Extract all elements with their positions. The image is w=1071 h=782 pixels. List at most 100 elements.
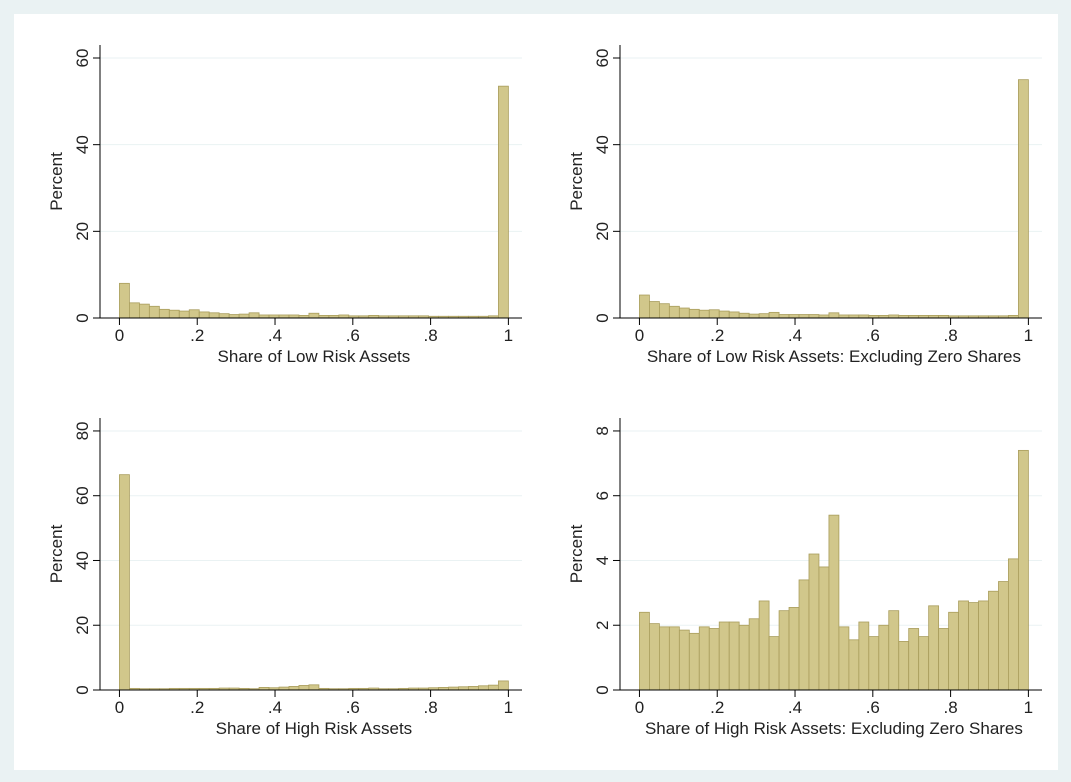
x-tick-label: 1 bbox=[1024, 326, 1033, 345]
bar bbox=[858, 621, 870, 691]
x-tick-label: .2 bbox=[190, 698, 204, 717]
y-tick-label: 40 bbox=[73, 135, 92, 154]
bar bbox=[768, 311, 780, 319]
bar bbox=[178, 310, 190, 319]
bar bbox=[968, 602, 979, 691]
x-tick-label: .6 bbox=[346, 326, 360, 345]
bar bbox=[698, 309, 710, 319]
bar bbox=[649, 301, 660, 319]
y-tick-label: 60 bbox=[593, 49, 612, 68]
bar bbox=[138, 303, 150, 319]
y-tick-label: 0 bbox=[593, 685, 612, 694]
y-tick-label: 0 bbox=[593, 313, 612, 322]
bar bbox=[168, 309, 180, 319]
bar bbox=[798, 314, 810, 319]
x-tick-label: 0 bbox=[635, 698, 644, 717]
bar bbox=[658, 303, 670, 319]
bar bbox=[658, 626, 670, 691]
bar bbox=[948, 611, 959, 691]
bar bbox=[718, 621, 730, 691]
bar bbox=[298, 685, 310, 691]
bar bbox=[498, 680, 509, 691]
bar bbox=[1008, 558, 1019, 691]
y-tick-label: 80 bbox=[73, 421, 92, 440]
bar bbox=[119, 282, 130, 319]
x-tick-label: 1 bbox=[504, 698, 513, 717]
bar bbox=[798, 579, 810, 691]
bar bbox=[288, 686, 300, 691]
x-tick-label: .2 bbox=[190, 326, 204, 345]
y-tick-label: 20 bbox=[593, 222, 612, 241]
bar bbox=[978, 600, 989, 691]
x-tick-label: .4 bbox=[268, 698, 282, 717]
bar bbox=[808, 553, 820, 691]
bar bbox=[818, 566, 830, 691]
bar bbox=[308, 684, 320, 691]
bar bbox=[678, 629, 690, 691]
bar bbox=[728, 311, 740, 319]
bar bbox=[848, 639, 860, 691]
x-tick-label: .2 bbox=[710, 326, 724, 345]
bar bbox=[468, 686, 479, 691]
bar bbox=[238, 313, 250, 319]
bar bbox=[708, 628, 720, 691]
bar bbox=[248, 312, 260, 319]
x-tick-label: 0 bbox=[635, 326, 644, 345]
y-axis-title: Percent bbox=[567, 152, 586, 211]
x-axis-title: Share of Low Risk Assets bbox=[218, 347, 411, 366]
y-tick-label: 20 bbox=[73, 616, 92, 635]
bar bbox=[828, 312, 840, 319]
bar bbox=[1018, 79, 1029, 319]
y-tick-label: 0 bbox=[73, 313, 92, 322]
x-axis-title: Share of Low Risk Assets: Excluding Zero… bbox=[647, 347, 1021, 366]
bar bbox=[728, 621, 740, 691]
bar bbox=[649, 623, 660, 691]
y-tick-label: 60 bbox=[73, 486, 92, 505]
bar bbox=[868, 636, 880, 691]
y-tick-label: 8 bbox=[593, 426, 612, 435]
bar bbox=[958, 600, 969, 691]
bar bbox=[998, 581, 1009, 691]
x-tick-label: .4 bbox=[788, 698, 802, 717]
bar bbox=[208, 312, 220, 319]
bar bbox=[778, 610, 790, 691]
x-tick-label: .4 bbox=[268, 326, 282, 345]
bar bbox=[838, 626, 850, 691]
bar bbox=[738, 624, 750, 691]
x-tick-label: 0 bbox=[115, 326, 124, 345]
y-axis-title: Percent bbox=[47, 524, 66, 583]
bar bbox=[488, 684, 499, 691]
x-tick-label: .8 bbox=[424, 326, 438, 345]
bar bbox=[478, 685, 489, 691]
x-axis-title: Share of High Risk Assets: Excluding Zer… bbox=[645, 719, 1023, 738]
bar bbox=[158, 308, 170, 319]
y-tick-label: 2 bbox=[593, 621, 612, 630]
bar bbox=[718, 310, 730, 319]
x-tick-label: .6 bbox=[866, 326, 880, 345]
y-axis-title: Percent bbox=[47, 152, 66, 211]
x-tick-label: .6 bbox=[346, 698, 360, 717]
bar bbox=[639, 611, 650, 691]
bar bbox=[758, 313, 770, 319]
bar bbox=[308, 312, 320, 319]
bar bbox=[988, 590, 999, 691]
x-tick-label: .8 bbox=[424, 698, 438, 717]
y-axis-title: Percent bbox=[567, 524, 586, 583]
bar bbox=[148, 305, 160, 319]
bar bbox=[218, 313, 230, 319]
bar bbox=[198, 311, 210, 319]
x-tick-label: .8 bbox=[944, 326, 958, 345]
bar bbox=[748, 618, 760, 691]
bar bbox=[898, 641, 910, 691]
y-tick-label: 20 bbox=[73, 222, 92, 241]
bar bbox=[188, 309, 200, 319]
y-tick-label: 6 bbox=[593, 491, 612, 500]
bar bbox=[698, 626, 710, 691]
bar bbox=[878, 624, 890, 691]
bar bbox=[639, 294, 650, 319]
bar bbox=[738, 312, 750, 319]
x-tick-label: 0 bbox=[115, 698, 124, 717]
bar bbox=[668, 626, 680, 691]
x-tick-label: .4 bbox=[788, 326, 802, 345]
